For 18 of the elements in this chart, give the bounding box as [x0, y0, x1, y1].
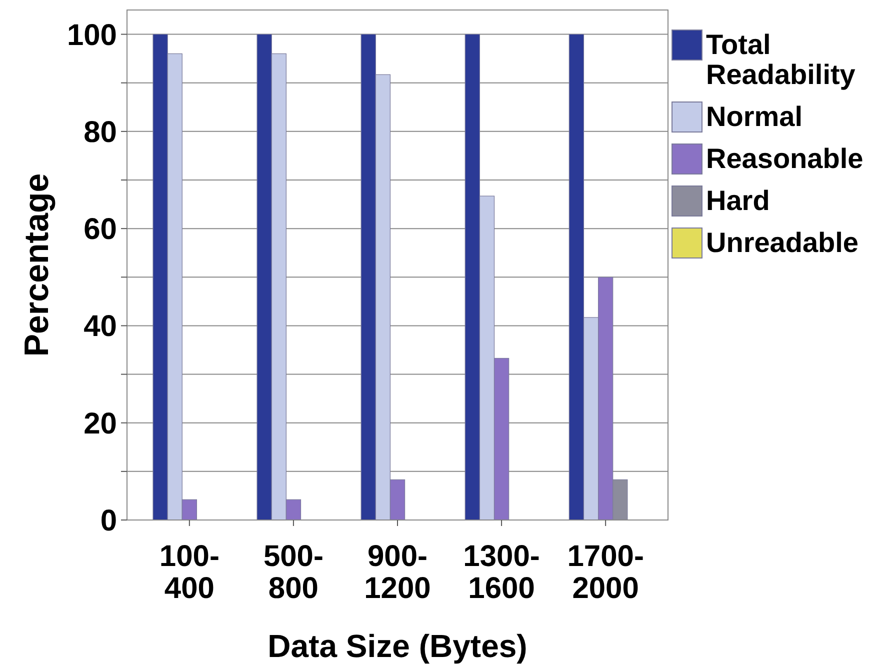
- x-tick-label: 500-800: [263, 540, 324, 605]
- y-tick-label: 80: [84, 116, 117, 149]
- x-tick-label: 100-400: [159, 540, 220, 605]
- legend-label: Normal: [706, 101, 802, 132]
- legend-label: Total Readability: [706, 29, 856, 90]
- legend-label: Unreadable: [706, 227, 858, 258]
- x-tick-label: 1700-2000: [567, 540, 644, 605]
- x-axis-title: Data Size (Bytes): [268, 628, 528, 664]
- x-tick-label: 900-1200: [364, 540, 431, 605]
- y-axis-title: Percentage: [18, 173, 56, 357]
- y-tick-label: 100: [66, 18, 117, 52]
- x-tick-label: 1300-1600: [463, 540, 540, 605]
- y-tick-label: 40: [84, 310, 117, 344]
- y-tick-label: 0: [100, 504, 117, 538]
- y-tick-label: 60: [84, 213, 117, 246]
- y-tick-label: 20: [84, 407, 117, 440]
- legend-label: Hard: [706, 185, 770, 216]
- legend-label: Reasonable: [706, 143, 864, 174]
